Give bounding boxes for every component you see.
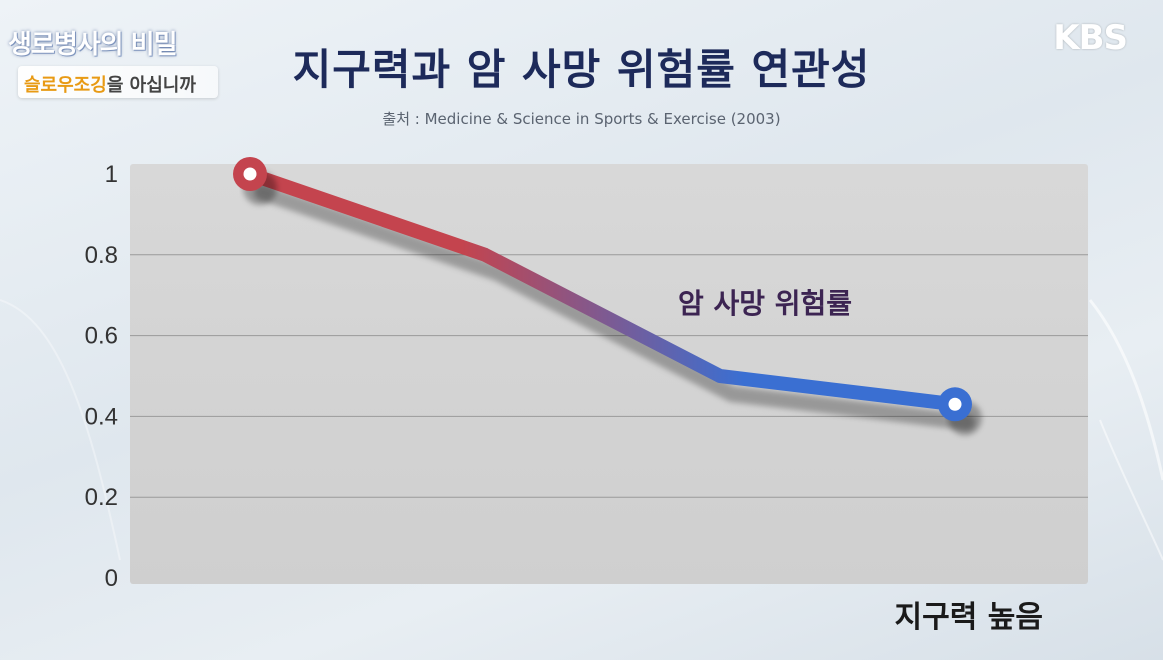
y-tick-label: 1 — [105, 161, 118, 188]
data-point-center — [948, 397, 962, 411]
chart-title: 지구력과 암 사망 위험률 연관성 — [292, 45, 871, 94]
series-annotation: 암 사망 위험률 — [678, 287, 852, 320]
series-line-shadow — [254, 184, 975, 431]
series-line — [243, 167, 962, 412]
y-tick-label: 0 — [105, 565, 118, 592]
x-axis-label: 지구력 높음 — [895, 600, 1043, 635]
show-subtitle: 슬로우조깅을 아십니까 — [24, 71, 196, 97]
show-subtitle-badge — [18, 66, 218, 98]
show-subtitle-highlight: 슬로우조깅 — [24, 75, 107, 96]
y-tick-label: 0.4 — [85, 403, 118, 430]
y-tick-label: 0.2 — [85, 484, 118, 511]
plot-area — [130, 164, 1088, 584]
data-point-center — [243, 167, 257, 181]
show-logo: 생로병사의 비밀 — [8, 30, 177, 60]
y-tick-label: 0.8 — [85, 242, 118, 269]
show-subtitle-rest: 을 아십니까 — [106, 75, 196, 96]
y-tick-label: 0.6 — [85, 323, 118, 350]
broadcaster-logo: KBS — [1053, 18, 1128, 58]
chart-source: 출처 : Medicine & Science in Sports & Exer… — [382, 110, 781, 128]
